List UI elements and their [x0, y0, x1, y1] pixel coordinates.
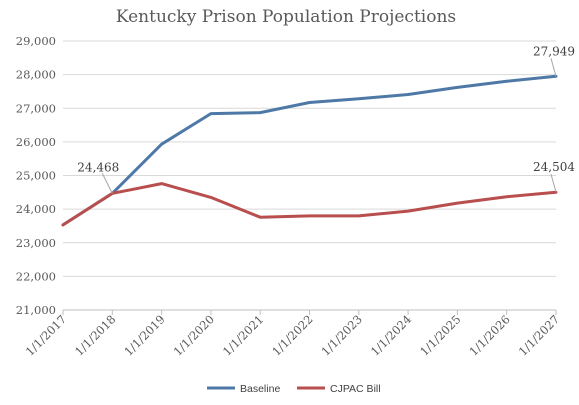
- legend-label: CJPAC Bill: [330, 383, 381, 395]
- x-tick-label: 1/1/2019: [121, 312, 167, 358]
- y-tick-label: 27,000: [16, 101, 56, 115]
- y-tick-label: 24,000: [16, 202, 56, 216]
- y-axis-ticks: 21,000 22,000 23,000 24,000 25,000 26,000 27,0…: [16, 34, 56, 317]
- data-label-leader: [550, 58, 557, 77]
- chart-title: Kentucky Prison Population Projections: [116, 7, 456, 27]
- x-tick-label: 1/1/2018: [72, 312, 118, 358]
- x-tick-label: 1/1/2025: [417, 312, 463, 358]
- x-axis-ticks: 1/1/2017 1/1/2018 1/1/2019 1/1/2020 1/1/2021…: [23, 310, 562, 359]
- y-tick-label: 21,000: [16, 303, 56, 317]
- x-tick-label: 1/1/2024: [368, 312, 414, 358]
- x-tick-label: 1/1/2021: [220, 312, 266, 358]
- legend: Baseline CJPAC Bill: [207, 383, 381, 395]
- data-label-leader: [550, 174, 557, 193]
- data-labels: 24,468 27,949 24,504: [77, 44, 575, 194]
- series-line-1: [61, 182, 558, 227]
- x-tick-label: 1/1/2026: [466, 312, 512, 358]
- y-tick-label: 25,000: [16, 169, 56, 183]
- y-tick-label: 29,000: [16, 34, 56, 48]
- y-tick-label: 28,000: [16, 68, 56, 82]
- gridlines: [63, 40, 556, 277]
- legend-label: Baseline: [240, 383, 280, 395]
- x-tick-label: 1/1/2022: [269, 312, 315, 358]
- y-tick-label: 22,000: [16, 269, 56, 283]
- x-tick-label: 1/1/2020: [171, 312, 217, 358]
- x-tick-label: 1/1/2023: [318, 312, 364, 358]
- data-label: 27,949: [533, 44, 575, 58]
- y-tick-label: 23,000: [16, 236, 56, 250]
- x-tick-label: 1/1/2027: [516, 312, 562, 358]
- series-lines: [61, 74, 558, 227]
- data-label-leader: [101, 173, 113, 194]
- x-tick-label: 1/1/2017: [23, 312, 69, 358]
- y-tick-label: 26,000: [16, 135, 56, 149]
- data-label: 24,468: [77, 160, 119, 174]
- series-line-0: [61, 74, 558, 227]
- data-label: 24,504: [533, 160, 575, 174]
